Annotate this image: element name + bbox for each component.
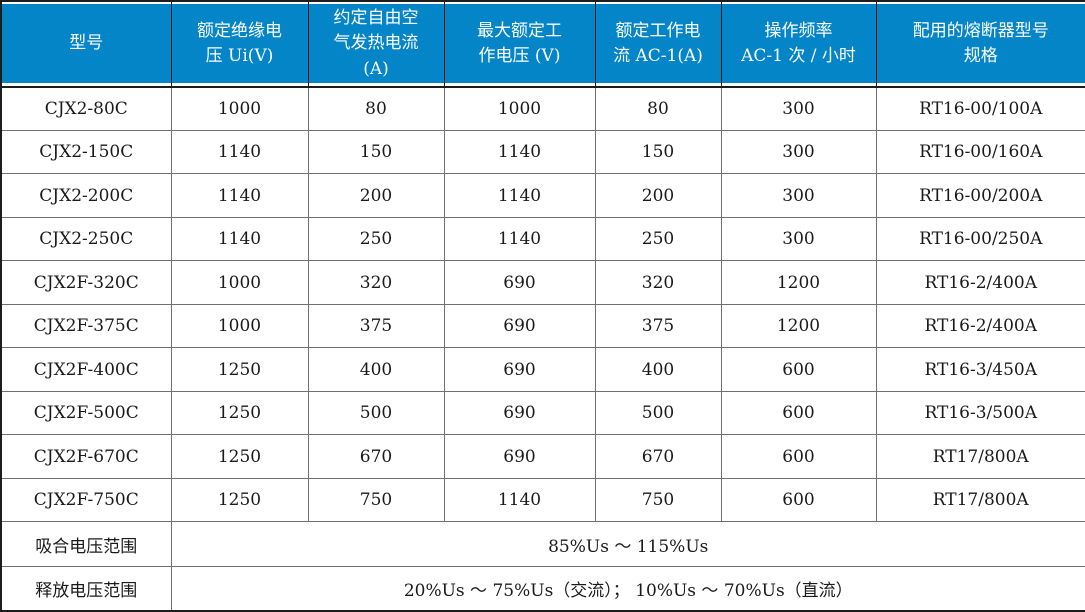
cell: 750: [307, 477, 445, 523]
cell: 320: [594, 260, 722, 305]
cell: 300: [720, 216, 877, 262]
cell-model: CJX2F-320C: [0, 260, 172, 305]
cell-model: CJX2F-670C: [0, 434, 172, 479]
cell-fuse: RT16-3/500A: [875, 390, 1085, 436]
cell: 670: [594, 434, 722, 479]
cell-fuse: RT16-00/160A: [875, 129, 1085, 175]
table-row: CJX2-250C 1140 250 1140 250 300 RT16-00/…: [0, 216, 1085, 262]
header-row: 型号 额定绝缘电 压 Ui(V) 约定自由空 气发热电流 (A) 最大额定工 作…: [0, 1, 1085, 88]
cell: 690: [443, 303, 596, 349]
cell: 150: [307, 129, 445, 175]
cell-fuse: RT16-2/400A: [875, 303, 1085, 349]
cell: 1200: [720, 260, 877, 305]
cell: 600: [720, 477, 877, 523]
cell-fuse: RT16-00/200A: [875, 173, 1085, 218]
cell: 1250: [170, 434, 309, 479]
cell-model: CJX2-80C: [0, 86, 172, 131]
cell: 400: [307, 347, 445, 392]
table-row: CJX2F-670C 1250 670 690 670 600 RT17/800…: [0, 434, 1085, 479]
table-row: CJX2F-320C 1000 320 690 320 1200 RT16-2/…: [0, 260, 1085, 305]
column-header-operating-frequency: 操作频率 AC-1 次 / 小时: [720, 1, 877, 88]
cell: 300: [720, 173, 877, 218]
cell: 1000: [170, 303, 309, 349]
cell: 1250: [170, 477, 309, 523]
cell: 1000: [443, 86, 596, 131]
cell: 500: [307, 390, 445, 436]
cell: 600: [720, 434, 877, 479]
cell: 1250: [170, 390, 309, 436]
cell: 600: [720, 390, 877, 436]
cell-fuse: RT16-3/450A: [875, 347, 1085, 392]
cell: 1140: [170, 173, 309, 218]
footer-value-pickup-voltage-range: 85%Us ～ 115%Us: [170, 521, 1085, 567]
column-header-max-rated-operational-voltage: 最大额定工 作电压 (V): [443, 1, 596, 88]
cell: 320: [307, 260, 445, 305]
cell: 150: [594, 129, 722, 175]
cell-fuse: RT17/800A: [875, 477, 1085, 523]
cell: 1000: [170, 260, 309, 305]
footer-row-release-voltage: 释放电压范围 20%Us ～ 75%Us（交流）； 10%Us ～ 70%Us（…: [0, 565, 1085, 612]
column-header-model: 型号: [0, 1, 172, 88]
table-row: CJX2F-750C 1250 750 1140 750 600 RT17/80…: [0, 477, 1085, 523]
column-header-rated-operational-current-ac1: 额定工作电 流 AC-1(A): [594, 1, 722, 88]
column-header-conventional-free-air-thermal-current: 约定自由空 气发热电流 (A): [307, 1, 445, 88]
cell: 1140: [443, 173, 596, 218]
cell: 690: [443, 434, 596, 479]
cell-model: CJX2-150C: [0, 129, 172, 175]
cell-fuse: RT16-00/250A: [875, 216, 1085, 262]
cell-model: CJX2F-400C: [0, 347, 172, 392]
table-row: CJX2F-375C 1000 375 690 375 1200 RT16-2/…: [0, 303, 1085, 349]
table-row: CJX2F-400C 1250 400 690 400 600 RT16-3/4…: [0, 347, 1085, 392]
table-row: CJX2-150C 1140 150 1140 150 300 RT16-00/…: [0, 129, 1085, 175]
cell: 500: [594, 390, 722, 436]
cell: 1140: [170, 129, 309, 175]
cell: 1200: [720, 303, 877, 349]
cell: 1140: [170, 216, 309, 262]
cell: 80: [307, 86, 445, 131]
footer-label-pickup-voltage-range: 吸合电压范围: [0, 521, 172, 567]
cell: 375: [594, 303, 722, 349]
cell: 690: [443, 390, 596, 436]
cell: 1140: [443, 216, 596, 262]
cell: 250: [594, 216, 722, 262]
cell: 600: [720, 347, 877, 392]
footer-label-release-voltage-range: 释放电压范围: [0, 565, 172, 612]
cell-model: CJX2F-500C: [0, 390, 172, 436]
table-row: CJX2F-500C 1250 500 690 500 600 RT16-3/5…: [0, 390, 1085, 436]
table-row: CJX2-80C 1000 80 1000 80 300 RT16-00/100…: [0, 86, 1085, 131]
cell: 200: [594, 173, 722, 218]
cell-model: CJX2-200C: [0, 173, 172, 218]
cell: 300: [720, 129, 877, 175]
cell: 690: [443, 347, 596, 392]
column-header-rated-insulation-voltage: 额定绝缘电 压 Ui(V): [170, 1, 309, 88]
cell: 750: [594, 477, 722, 523]
cell: 250: [307, 216, 445, 262]
cell: 1140: [443, 129, 596, 175]
cell: 690: [443, 260, 596, 305]
cell: 670: [307, 434, 445, 479]
cell: 1250: [170, 347, 309, 392]
cell-model: CJX2F-375C: [0, 303, 172, 349]
cell: 200: [307, 173, 445, 218]
cell: 375: [307, 303, 445, 349]
cell: 300: [720, 86, 877, 131]
cell: 1140: [443, 477, 596, 523]
cell-fuse: RT16-2/400A: [875, 260, 1085, 305]
footer-row-pickup-voltage: 吸合电压范围 85%Us ～ 115%Us: [0, 521, 1085, 567]
cell-fuse: RT17/800A: [875, 434, 1085, 479]
cell: 80: [594, 86, 722, 131]
cell-model: CJX2F-750C: [0, 477, 172, 523]
footer-value-release-voltage-range: 20%Us ～ 75%Us（交流）； 10%Us ～ 70%Us（直流）: [170, 565, 1085, 612]
column-header-matching-fuse-model: 配用的熔断器型号 规格: [875, 1, 1085, 88]
cell-fuse: RT16-00/100A: [875, 86, 1085, 131]
cell-model: CJX2-250C: [0, 216, 172, 262]
cell: 400: [594, 347, 722, 392]
cell: 1000: [170, 86, 309, 131]
table-row: CJX2-200C 1140 200 1140 200 300 RT16-00/…: [0, 173, 1085, 218]
